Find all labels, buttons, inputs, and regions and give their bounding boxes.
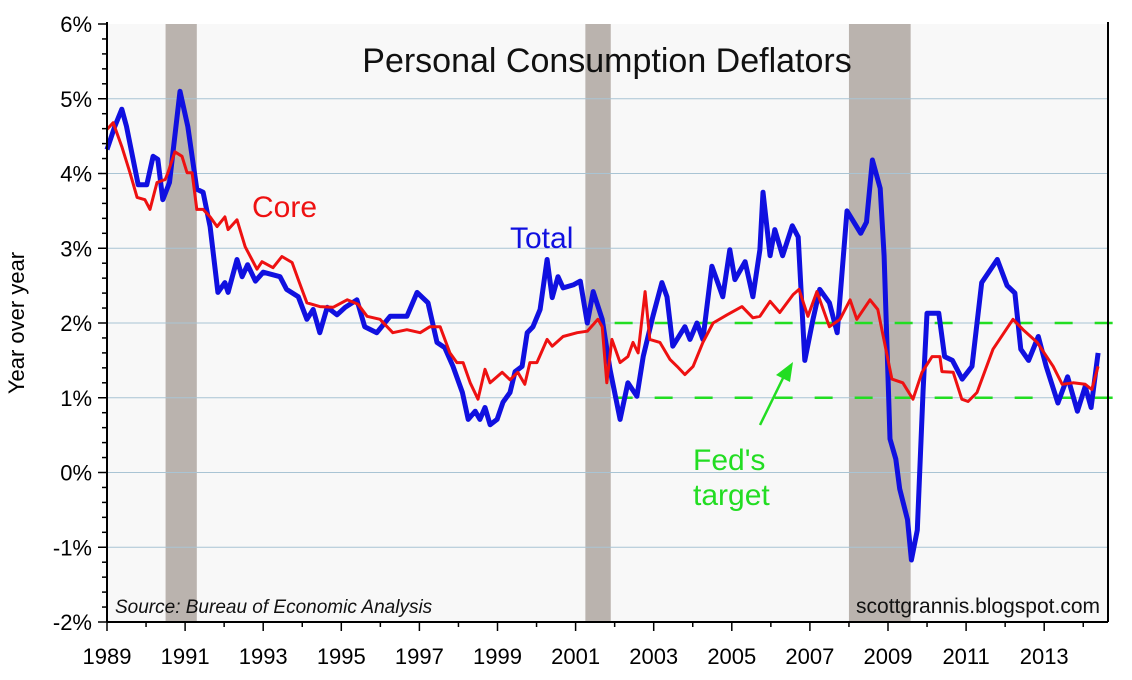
fed-target-band [614, 321, 1126, 399]
y-tick-label: 4% [60, 162, 92, 187]
x-tick-label: 1997 [395, 644, 444, 669]
x-tick-label: 1995 [317, 644, 366, 669]
chart-title: Personal Consumption Deflators [362, 42, 851, 80]
x-tick-label: 1989 [83, 644, 132, 669]
series-line-core [105, 121, 1100, 403]
y-axis-label: Year over year [4, 252, 29, 394]
series-lines [104, 88, 1101, 563]
target-label-line2: target [693, 479, 770, 512]
target-label-line1: Fed's [693, 444, 765, 477]
x-tick-label: 2009 [864, 644, 913, 669]
y-tick-labels: -2% -1% 0% 1% 2% 3% 4% 5% 6% [53, 12, 92, 635]
y-tick-label: 6% [60, 12, 92, 37]
x-tick-label: 2003 [629, 644, 678, 669]
y-tick-label: -2% [53, 610, 92, 635]
axes [98, 22, 1109, 631]
series-line-total [104, 88, 1101, 563]
x-tick-label: 1991 [161, 644, 210, 669]
x-tick-labels: 1989 1991 1993 1995 1997 1999 2001 2003 2005 2007… [83, 644, 1069, 669]
series-label-core: Core [252, 191, 317, 224]
x-tick-label: 2007 [785, 644, 834, 669]
y-tick-label: 2% [60, 311, 92, 336]
x-tick-label: 1999 [473, 644, 522, 669]
y-tick-label: 3% [60, 236, 92, 261]
y-tick-label: -1% [53, 535, 92, 560]
x-tick-label: 2013 [1020, 644, 1069, 669]
x-tick-label: 2011 [942, 644, 989, 669]
x-tick-label: 1993 [239, 644, 288, 669]
y-tick-label: 5% [60, 87, 92, 112]
x-tick-label: 2005 [707, 644, 756, 669]
series-label-total: Total [510, 222, 573, 255]
x-tick-label: 2001 [551, 644, 600, 669]
source-note: Source: Bureau of Economic Analysis [115, 597, 433, 618]
credit-note: scottgrannis.blogspot.com [856, 595, 1100, 618]
y-tick-label: 1% [60, 386, 92, 411]
target-arrow [758, 362, 793, 426]
y-tick-label: 0% [60, 461, 92, 486]
